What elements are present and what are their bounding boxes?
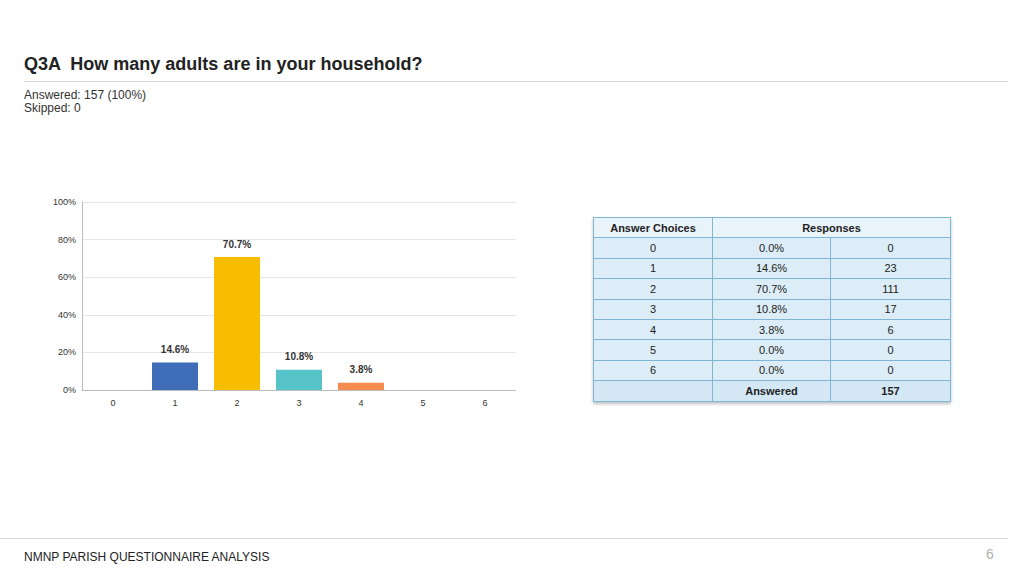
html-text:0.0%: 0.0% xyxy=(759,364,784,377)
html-text:4: 4 xyxy=(649,323,657,336)
svg-text:80%: 80% xyxy=(58,235,76,245)
html-text:2: 2 xyxy=(649,282,657,295)
html-text:0: 0 xyxy=(649,242,657,255)
html-text:111: 111 xyxy=(882,282,899,295)
html-text:0: 0 xyxy=(887,364,894,377)
svg-text:60%: 60% xyxy=(58,272,76,282)
svg-text:3: 3 xyxy=(296,398,301,408)
html-text:3.8%: 3.8% xyxy=(759,323,784,336)
svg-text:0: 0 xyxy=(110,398,115,408)
html-text:157: 157 xyxy=(881,384,900,397)
svg-text:2: 2 xyxy=(234,398,239,408)
html-text:6: 6 xyxy=(887,323,894,336)
svg-text:1: 1 xyxy=(172,398,177,408)
html-text:6: 6 xyxy=(649,364,657,377)
html-text:0.0%: 0.0% xyxy=(759,344,784,356)
svg-text:20%: 20% xyxy=(58,347,76,357)
svg-text:70.7%: 70.7% xyxy=(223,239,251,250)
svg-text:10.8%: 10.8% xyxy=(285,351,313,362)
html-text:Answered: 157 (100%): Answered: 157 (100%) xyxy=(24,88,147,102)
svg-text:40%: 40% xyxy=(58,310,76,320)
html-text:5: 5 xyxy=(649,344,657,356)
html-text:0.0%: 0.0% xyxy=(759,242,784,255)
svg-text:3.8%: 3.8% xyxy=(350,364,373,375)
html-text:NMNP PARISH QUESTIONNAIRE ANAL: NMNP PARISH QUESTIONNAIRE ANALYSIS xyxy=(24,550,270,564)
html-text:10.8%: 10.8% xyxy=(755,303,788,316)
html-text:Q3A How many adults are in you: Q3A How many adults are in your househol… xyxy=(24,54,423,74)
svg-text:6: 6 xyxy=(482,398,487,408)
html-text:23: 23 xyxy=(884,262,897,275)
html-text:14.6%: 14.6% xyxy=(755,262,788,275)
svg-text:5: 5 xyxy=(420,398,425,408)
html-text:Skipped: 0: Skipped: 0 xyxy=(24,101,81,115)
html-text:1: 1 xyxy=(649,262,657,275)
html-text:70.7%: 70.7% xyxy=(755,282,788,295)
svg-text:4: 4 xyxy=(358,398,363,408)
html-text:Answered: Answered xyxy=(745,384,798,397)
svg-text:100%: 100% xyxy=(53,197,76,207)
svg-text:14.6%: 14.6% xyxy=(161,344,189,355)
svg-text:0%: 0% xyxy=(63,385,76,395)
html-text:Responses: Responses xyxy=(802,221,861,234)
html-text:6: 6 xyxy=(986,546,994,562)
html-text:0: 0 xyxy=(887,242,894,255)
html-text:17: 17 xyxy=(884,303,897,316)
html-text:Answer Choices: Answer Choices xyxy=(610,221,696,234)
html-text:3: 3 xyxy=(649,303,657,316)
html-text:0: 0 xyxy=(887,344,894,356)
